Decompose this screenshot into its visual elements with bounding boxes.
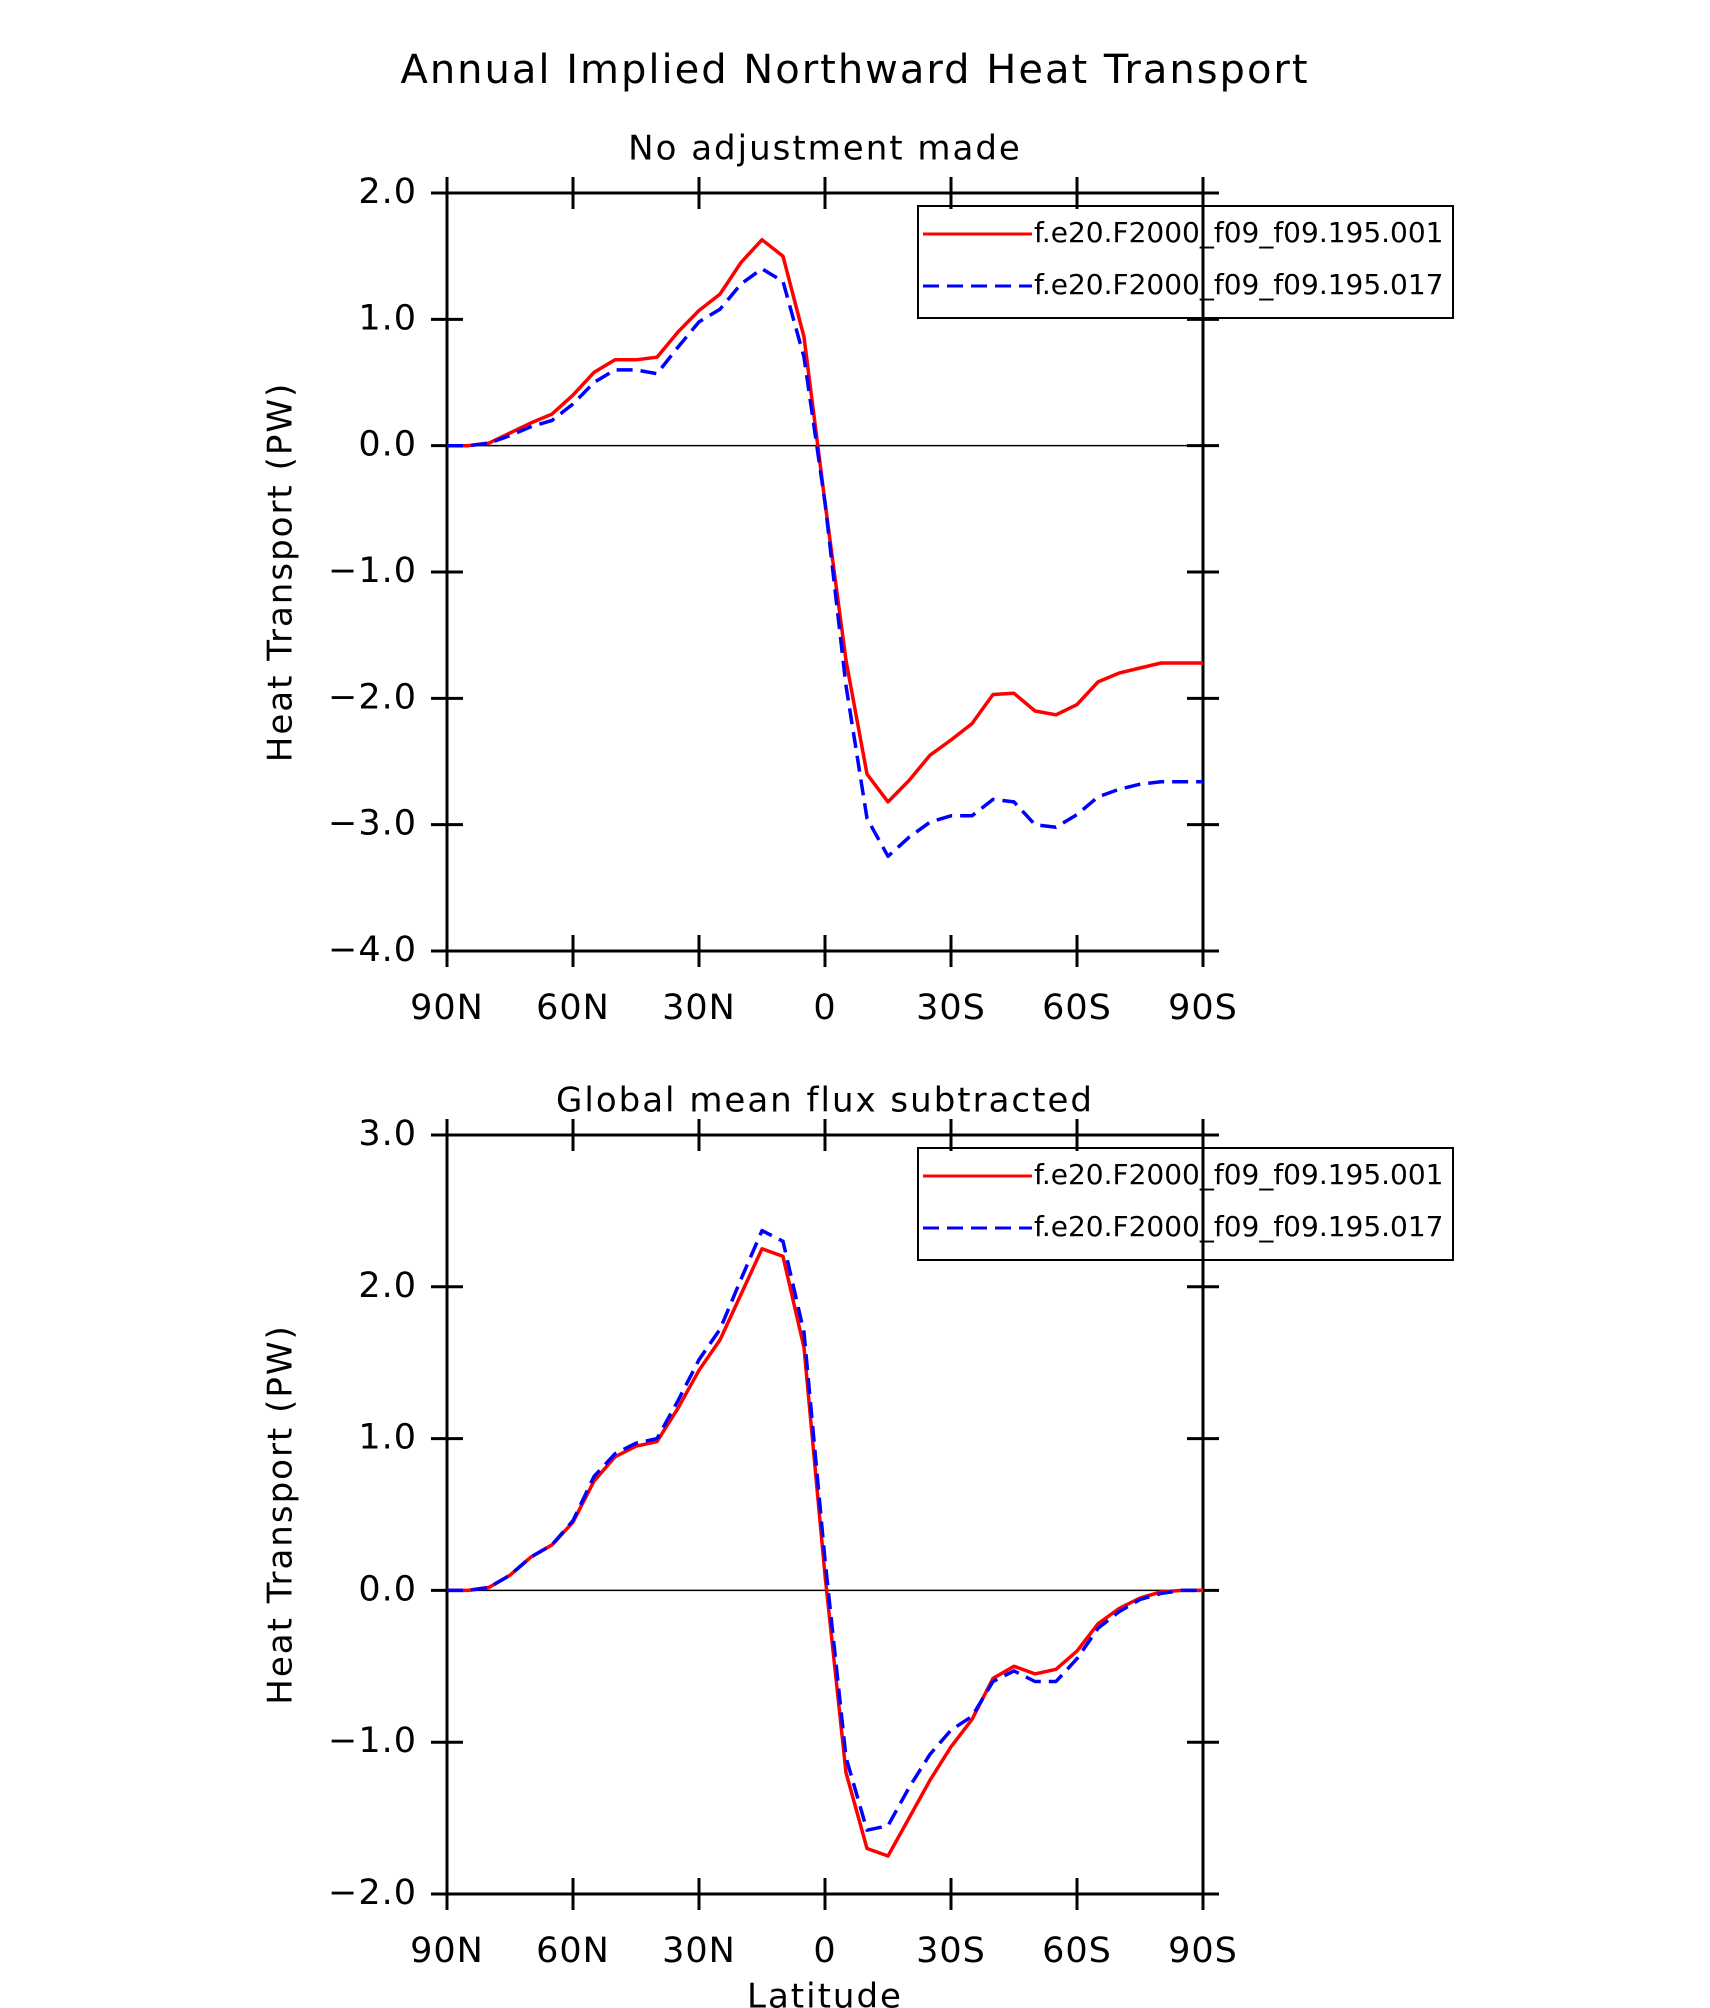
y-tick-label: −2.0	[328, 677, 417, 717]
x-tick-label: 90N	[410, 988, 484, 1028]
chart-title: Annual Implied Northward Heat Transport	[400, 47, 1309, 93]
y-tick-label: −4.0	[328, 930, 417, 970]
legend-label: f.e20.F2000_f09_f09.195.017	[1034, 1210, 1444, 1243]
data-line	[447, 1228, 1203, 1832]
plot-frame	[445, 1133, 1205, 1896]
x-tick-label: 90S	[1168, 1931, 1238, 1971]
y-tick-label: 0.0	[358, 425, 417, 465]
y-tick-label: 1.0	[358, 298, 417, 338]
x-axis-label: Latitude	[747, 1977, 903, 2008]
plot-frame	[445, 191, 1205, 953]
y-axis-label: Heat Transport (PW)	[261, 382, 301, 762]
y-tick-label: 2.0	[358, 172, 417, 212]
x-tick-label: 60S	[1042, 988, 1112, 1028]
legend: f.e20.F2000_f09_f09.195.001 f.e20.F2000_f…	[917, 1147, 1454, 1261]
x-tick-label: 30N	[662, 988, 736, 1028]
x-tick-label: 60N	[536, 988, 610, 1028]
x-tick-label: 0	[813, 988, 836, 1028]
legend-box	[917, 1147, 1454, 1261]
y-axis-label: Heat Transport (PW)	[261, 1324, 301, 1704]
legend-label: f.e20.F2000_f09_f09.195.017	[1034, 268, 1444, 301]
y-tick-label: −1.0	[328, 1721, 417, 1761]
chart-subtitle: Global mean flux subtracted	[556, 1081, 1094, 1121]
legend-label: f.e20.F2000_f09_f09.195.001	[1034, 1158, 1444, 1191]
y-tick-label: 0.0	[358, 1569, 417, 1609]
y-tick-label: −1.0	[328, 551, 417, 591]
data-line	[447, 237, 1203, 804]
chart-subtitle: No adjustment made	[628, 129, 1022, 169]
y-tick-label: 1.0	[358, 1418, 417, 1458]
x-tick-label: 60N	[536, 1931, 610, 1971]
legend-box	[917, 205, 1454, 319]
y-tick-label: −3.0	[328, 804, 417, 844]
legend: f.e20.F2000_f09_f09.195.001 f.e20.F2000_f…	[917, 205, 1454, 319]
x-tick-label: 30N	[662, 1931, 736, 1971]
x-tick-label: 90S	[1168, 988, 1238, 1028]
x-tick-label: 30S	[916, 988, 986, 1028]
x-tick-label: 30S	[916, 1931, 986, 1971]
x-tick-label: 0	[813, 1931, 836, 1971]
data-line	[447, 267, 1203, 859]
x-tick-label: 90N	[410, 1931, 484, 1971]
y-tick-label: 2.0	[358, 1266, 417, 1306]
y-tick-label: −2.0	[328, 1873, 417, 1913]
legend-label: f.e20.F2000_f09_f09.195.001	[1034, 216, 1444, 249]
y-tick-label: 3.0	[358, 1114, 417, 1154]
x-tick-label: 60S	[1042, 1931, 1112, 1971]
